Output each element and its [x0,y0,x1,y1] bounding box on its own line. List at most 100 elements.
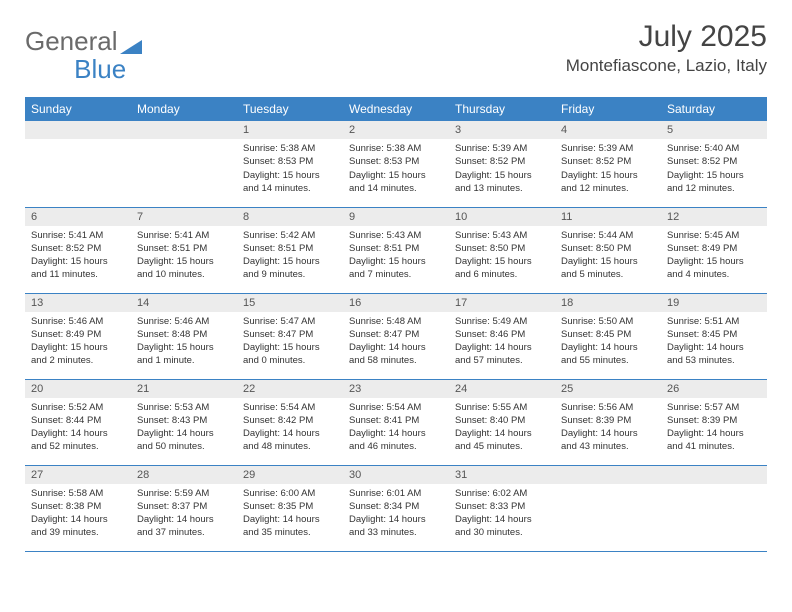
day-details: Sunrise: 6:00 AMSunset: 8:35 PMDaylight:… [237,484,343,544]
weekday-header: Monday [131,97,237,121]
day-details: Sunrise: 5:51 AMSunset: 8:45 PMDaylight:… [661,312,767,372]
calendar-day-cell: 8Sunrise: 5:42 AMSunset: 8:51 PMDaylight… [237,207,343,293]
calendar-day-cell: 14Sunrise: 5:46 AMSunset: 8:48 PMDayligh… [131,293,237,379]
day-number: 7 [131,208,237,226]
calendar-week-row: 6Sunrise: 5:41 AMSunset: 8:52 PMDaylight… [25,207,767,293]
day-number: 26 [661,380,767,398]
day-number: 27 [25,466,131,484]
calendar-day-cell: 29Sunrise: 6:00 AMSunset: 8:35 PMDayligh… [237,465,343,551]
calendar-empty-cell [661,465,767,551]
day-details: Sunrise: 5:47 AMSunset: 8:47 PMDaylight:… [237,312,343,372]
day-number: 18 [555,294,661,312]
day-details: Sunrise: 5:43 AMSunset: 8:51 PMDaylight:… [343,226,449,286]
day-number: 2 [343,121,449,139]
calendar-day-cell: 13Sunrise: 5:46 AMSunset: 8:49 PMDayligh… [25,293,131,379]
weekday-header: Tuesday [237,97,343,121]
day-number: 17 [449,294,555,312]
day-details: Sunrise: 5:38 AMSunset: 8:53 PMDaylight:… [237,139,343,199]
calendar-empty-cell [25,121,131,207]
calendar-day-cell: 19Sunrise: 5:51 AMSunset: 8:45 PMDayligh… [661,293,767,379]
day-number: 5 [661,121,767,139]
calendar-day-cell: 31Sunrise: 6:02 AMSunset: 8:33 PMDayligh… [449,465,555,551]
weekday-header: Thursday [449,97,555,121]
location-text: Montefiascone, Lazio, Italy [566,56,767,76]
calendar-day-cell: 9Sunrise: 5:43 AMSunset: 8:51 PMDaylight… [343,207,449,293]
calendar-day-cell: 30Sunrise: 6:01 AMSunset: 8:34 PMDayligh… [343,465,449,551]
day-details: Sunrise: 5:52 AMSunset: 8:44 PMDaylight:… [25,398,131,458]
day-details: Sunrise: 5:42 AMSunset: 8:51 PMDaylight:… [237,226,343,286]
day-number: 19 [661,294,767,312]
day-details: Sunrise: 5:39 AMSunset: 8:52 PMDaylight:… [555,139,661,199]
calendar-day-cell: 3Sunrise: 5:39 AMSunset: 8:52 PMDaylight… [449,121,555,207]
day-number: 6 [25,208,131,226]
day-number: 4 [555,121,661,139]
day-number: 21 [131,380,237,398]
calendar-week-row: 1Sunrise: 5:38 AMSunset: 8:53 PMDaylight… [25,121,767,207]
day-details: Sunrise: 6:01 AMSunset: 8:34 PMDaylight:… [343,484,449,544]
calendar-day-cell: 17Sunrise: 5:49 AMSunset: 8:46 PMDayligh… [449,293,555,379]
calendar-empty-cell [131,121,237,207]
day-number: 24 [449,380,555,398]
day-number: 3 [449,121,555,139]
calendar-day-cell: 23Sunrise: 5:54 AMSunset: 8:41 PMDayligh… [343,379,449,465]
day-details: Sunrise: 5:46 AMSunset: 8:48 PMDaylight:… [131,312,237,372]
title-block: July 2025 Montefiascone, Lazio, Italy [566,20,767,76]
calendar-day-cell: 10Sunrise: 5:43 AMSunset: 8:50 PMDayligh… [449,207,555,293]
calendar-day-cell: 18Sunrise: 5:50 AMSunset: 8:45 PMDayligh… [555,293,661,379]
calendar-day-cell: 5Sunrise: 5:40 AMSunset: 8:52 PMDaylight… [661,121,767,207]
day-number: 16 [343,294,449,312]
day-details: Sunrise: 5:53 AMSunset: 8:43 PMDaylight:… [131,398,237,458]
calendar-week-row: 20Sunrise: 5:52 AMSunset: 8:44 PMDayligh… [25,379,767,465]
calendar-body: 1Sunrise: 5:38 AMSunset: 8:53 PMDaylight… [25,121,767,551]
day-details: Sunrise: 5:50 AMSunset: 8:45 PMDaylight:… [555,312,661,372]
weekday-header: Sunday [25,97,131,121]
day-details: Sunrise: 5:39 AMSunset: 8:52 PMDaylight:… [449,139,555,199]
logo-text-general: General [25,26,118,57]
day-number: 1 [237,121,343,139]
day-details: Sunrise: 5:43 AMSunset: 8:50 PMDaylight:… [449,226,555,286]
calendar-day-cell: 28Sunrise: 5:59 AMSunset: 8:37 PMDayligh… [131,465,237,551]
calendar-day-cell: 12Sunrise: 5:45 AMSunset: 8:49 PMDayligh… [661,207,767,293]
day-number: 31 [449,466,555,484]
calendar-week-row: 27Sunrise: 5:58 AMSunset: 8:38 PMDayligh… [25,465,767,551]
day-number: 22 [237,380,343,398]
day-details: Sunrise: 5:54 AMSunset: 8:41 PMDaylight:… [343,398,449,458]
day-details: Sunrise: 5:58 AMSunset: 8:38 PMDaylight:… [25,484,131,544]
day-details: Sunrise: 6:02 AMSunset: 8:33 PMDaylight:… [449,484,555,544]
calendar-day-cell: 15Sunrise: 5:47 AMSunset: 8:47 PMDayligh… [237,293,343,379]
calendar-day-cell: 7Sunrise: 5:41 AMSunset: 8:51 PMDaylight… [131,207,237,293]
day-details: Sunrise: 5:48 AMSunset: 8:47 PMDaylight:… [343,312,449,372]
day-number: 14 [131,294,237,312]
day-number: 23 [343,380,449,398]
day-details: Sunrise: 5:46 AMSunset: 8:49 PMDaylight:… [25,312,131,372]
weekday-header: Saturday [661,97,767,121]
day-number: 25 [555,380,661,398]
day-number: 15 [237,294,343,312]
calendar-day-cell: 25Sunrise: 5:56 AMSunset: 8:39 PMDayligh… [555,379,661,465]
calendar-table: SundayMondayTuesdayWednesdayThursdayFrid… [25,97,767,552]
day-number: 9 [343,208,449,226]
day-details: Sunrise: 5:56 AMSunset: 8:39 PMDaylight:… [555,398,661,458]
calendar-day-cell: 6Sunrise: 5:41 AMSunset: 8:52 PMDaylight… [25,207,131,293]
calendar-day-cell: 20Sunrise: 5:52 AMSunset: 8:44 PMDayligh… [25,379,131,465]
weekday-header: Friday [555,97,661,121]
day-details: Sunrise: 5:38 AMSunset: 8:53 PMDaylight:… [343,139,449,199]
calendar-week-row: 13Sunrise: 5:46 AMSunset: 8:49 PMDayligh… [25,293,767,379]
calendar-day-cell: 22Sunrise: 5:54 AMSunset: 8:42 PMDayligh… [237,379,343,465]
day-details: Sunrise: 5:57 AMSunset: 8:39 PMDaylight:… [661,398,767,458]
day-details: Sunrise: 5:45 AMSunset: 8:49 PMDaylight:… [661,226,767,286]
day-number: 30 [343,466,449,484]
calendar-day-cell: 1Sunrise: 5:38 AMSunset: 8:53 PMDaylight… [237,121,343,207]
month-title: July 2025 [566,20,767,54]
calendar-day-cell: 26Sunrise: 5:57 AMSunset: 8:39 PMDayligh… [661,379,767,465]
calendar-day-cell: 21Sunrise: 5:53 AMSunset: 8:43 PMDayligh… [131,379,237,465]
day-details: Sunrise: 5:54 AMSunset: 8:42 PMDaylight:… [237,398,343,458]
logo-text-blue: Blue [74,54,126,84]
calendar-day-cell: 4Sunrise: 5:39 AMSunset: 8:52 PMDaylight… [555,121,661,207]
calendar-day-cell: 16Sunrise: 5:48 AMSunset: 8:47 PMDayligh… [343,293,449,379]
day-number: 29 [237,466,343,484]
calendar-head: SundayMondayTuesdayWednesdayThursdayFrid… [25,97,767,121]
day-number: 28 [131,466,237,484]
day-details: Sunrise: 5:59 AMSunset: 8:37 PMDaylight:… [131,484,237,544]
day-details: Sunrise: 5:41 AMSunset: 8:51 PMDaylight:… [131,226,237,286]
